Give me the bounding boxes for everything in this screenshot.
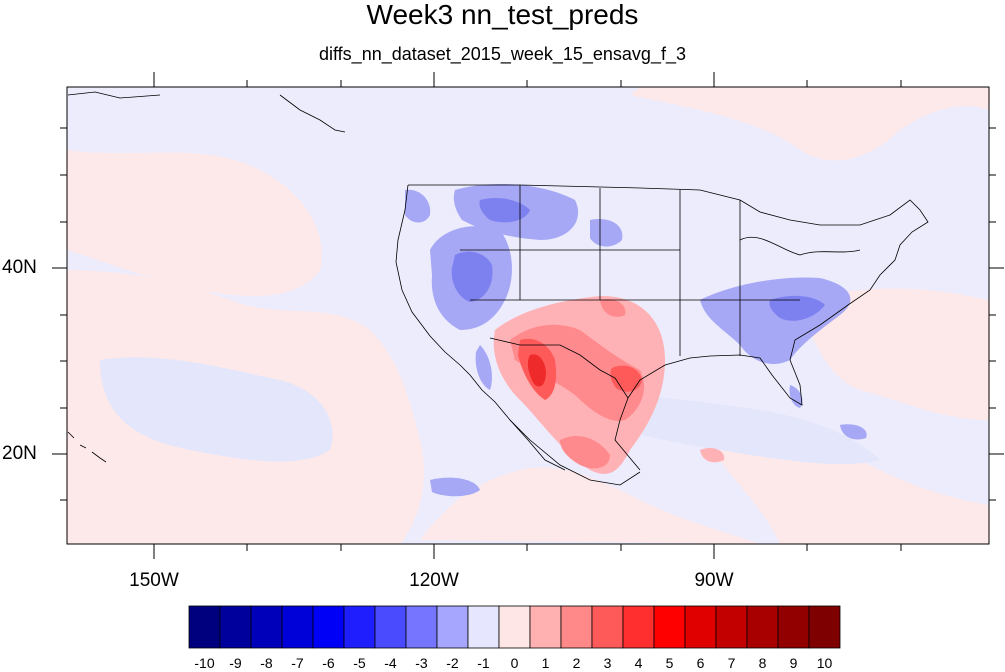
lon-label-90w: 90W	[694, 570, 734, 591]
colorbar-swatch	[777, 605, 810, 649]
colorbar-swatch	[684, 605, 717, 649]
map-subtitle: diffs_nn_dataset_2015_week_15_ensavg_f_3	[319, 44, 686, 64]
colorbar-swatch	[808, 605, 841, 649]
colorbar-swatch	[746, 605, 779, 649]
lon-label-120w: 120W	[409, 570, 459, 591]
axis-ticks	[52, 72, 1004, 559]
colorbar-tick-label: 2	[572, 655, 581, 671]
lat-label-40n: 40N	[2, 257, 37, 278]
colorbar-swatch	[219, 605, 252, 649]
colorbar-tick-label: -6	[322, 655, 335, 671]
colorbar-swatch	[281, 605, 314, 649]
colorbar-swatch	[188, 605, 221, 649]
colorbar-swatch	[715, 605, 748, 649]
colorbar-swatch	[622, 605, 655, 649]
colorbar-tick-label: -4	[384, 655, 397, 671]
colorbar-tick-label: 10	[816, 655, 833, 671]
minor-ticks	[60, 80, 996, 551]
colorbar-swatch	[374, 605, 407, 649]
colorbar-swatch	[529, 605, 562, 649]
contour-field	[67, 87, 989, 544]
colorbar-swatch	[343, 605, 376, 649]
colorbar-tick-label: -8	[260, 655, 273, 671]
colorbar-tick-label: -2	[446, 655, 459, 671]
colorbar-tick-label: -10	[194, 655, 215, 671]
colorbar-swatch	[436, 605, 469, 649]
colorbar-swatch	[467, 605, 500, 649]
colorbar-tick-label: 8	[758, 655, 767, 671]
colorbar-tick-label: 4	[634, 655, 643, 671]
colorbar-swatch	[591, 605, 624, 649]
colorbar-tick-label: -9	[229, 655, 242, 671]
colorbar-swatch	[312, 605, 345, 649]
colorbar-tick-label: 3	[603, 655, 612, 671]
colorbar	[188, 605, 841, 649]
colorbar-swatch	[653, 605, 686, 649]
colorbar-tick-label: 0	[510, 655, 519, 671]
colorbar-tick-label: 5	[665, 655, 674, 671]
colorbar-swatch	[405, 605, 438, 649]
colorbar-tick-label: -3	[415, 655, 428, 671]
colorbar-tick-label: -1	[477, 655, 490, 671]
colorbar-swatch	[498, 605, 531, 649]
colorbar-tick-label: 7	[727, 655, 736, 671]
lat-label-20n: 20N	[2, 443, 37, 464]
colorbar-tick-label: 6	[696, 655, 705, 671]
colorbar-tick-label: -5	[353, 655, 366, 671]
map-title: Week3 nn_test_preds	[366, 0, 639, 30]
colorbar-tick-label: 1	[541, 655, 550, 671]
colorbar-swatch	[250, 605, 283, 649]
colorbar-swatch	[560, 605, 593, 649]
colorbar-tick-label: -7	[291, 655, 304, 671]
lon-label-150w: 150W	[129, 570, 179, 591]
colorbar-tick-label: 9	[789, 655, 798, 671]
